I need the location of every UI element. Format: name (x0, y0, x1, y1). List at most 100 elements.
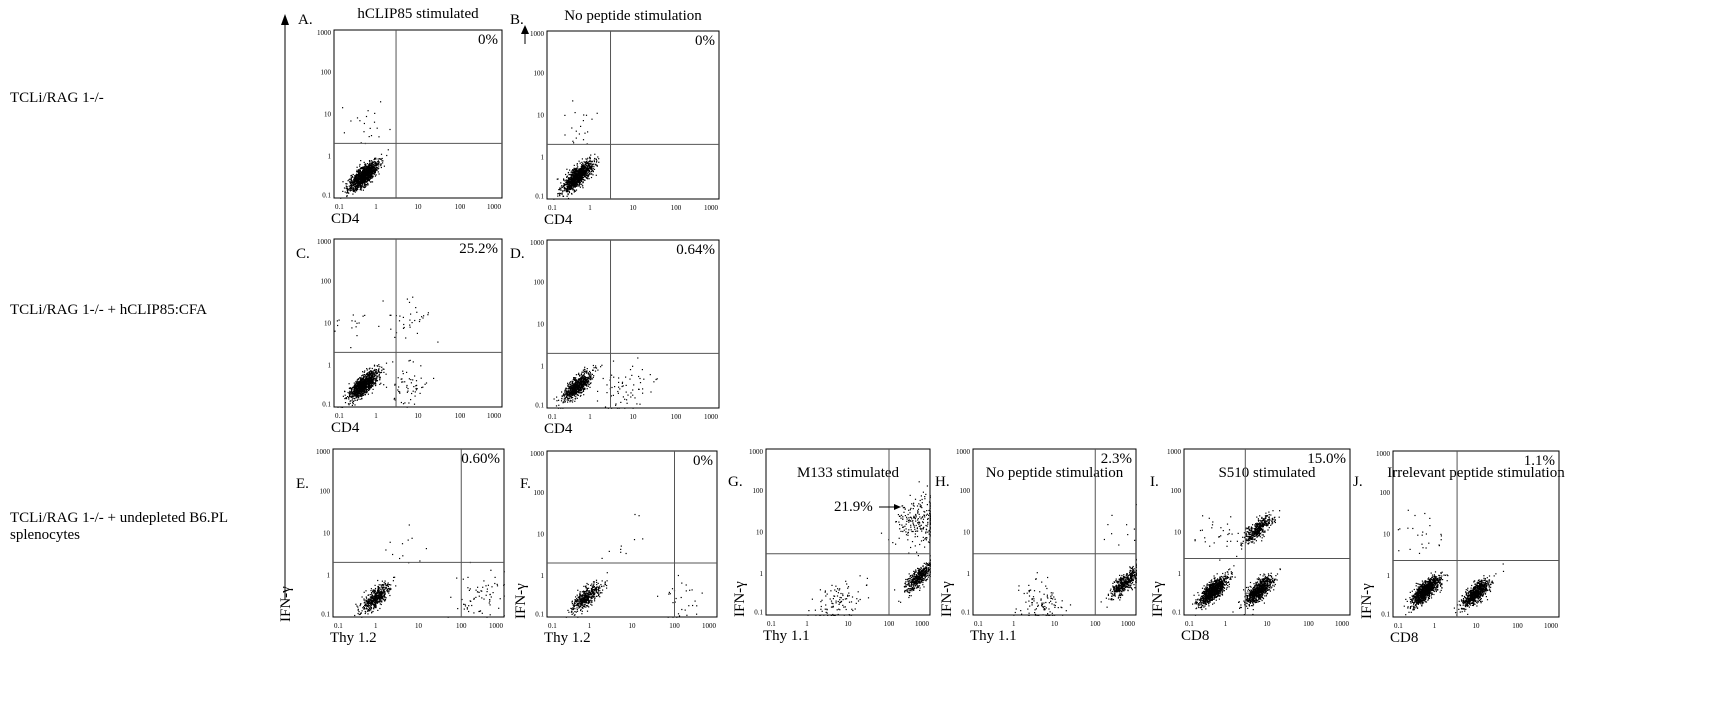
scatter-point (369, 607, 371, 609)
scatter-point (401, 378, 403, 380)
scatter-point (380, 101, 382, 103)
scatter-point (350, 396, 352, 399)
scatter-point (376, 376, 378, 378)
scatter-point (621, 381, 624, 383)
scatter-point (583, 169, 585, 171)
scatter-point (556, 400, 558, 402)
scatter-point (353, 182, 355, 184)
scatter-point (348, 404, 350, 406)
scatter-point (366, 373, 368, 375)
scatter-point (392, 361, 394, 363)
scatter-point (379, 158, 381, 160)
scatter-point (361, 177, 363, 179)
scatter-point (360, 612, 362, 614)
scatter-point (361, 385, 363, 387)
scatter-point (354, 178, 356, 180)
scatter-point (375, 169, 377, 171)
scatter-point (363, 177, 366, 179)
scatter-point (361, 375, 363, 377)
scatter-point (595, 367, 598, 369)
scatter-point (351, 396, 353, 398)
scatter-point (585, 383, 587, 385)
scatter-point (370, 374, 372, 376)
scatter-point (624, 407, 626, 409)
scatter-point (370, 177, 372, 179)
scatter-point (574, 174, 576, 176)
x-tick-label: 0.1 (335, 203, 344, 211)
scatter-point (358, 613, 360, 616)
scatter-point (573, 174, 575, 176)
scatter-point (588, 169, 590, 171)
scatter-point (371, 601, 373, 603)
scatter-point (345, 192, 348, 194)
scatter-point (570, 173, 572, 175)
scatter-point (366, 369, 368, 371)
scatter-point (340, 197, 342, 199)
scatter-point (352, 173, 354, 176)
scatter-point (378, 161, 380, 163)
scatter-point (361, 393, 363, 395)
scatter-point (345, 183, 347, 185)
scatter-point (572, 184, 574, 186)
scatter-point (362, 394, 364, 396)
scatter-point (364, 387, 366, 389)
scatter-point (478, 595, 480, 597)
scatter-point (363, 606, 365, 608)
scatter-point (573, 176, 575, 178)
scatter-point (576, 180, 578, 182)
scatter-point (574, 186, 576, 188)
scatter-point (383, 592, 385, 594)
scatter-point (378, 591, 381, 593)
scatter-point (373, 599, 376, 601)
scatter-point (375, 168, 377, 170)
scatter-point (358, 177, 360, 179)
scatter-point (370, 380, 373, 382)
scatter-point (354, 187, 356, 189)
scatter-point (364, 181, 366, 183)
scatter-point (372, 168, 374, 170)
scatter-point (356, 394, 358, 396)
scatter-point (354, 390, 356, 392)
scatter-point (343, 132, 345, 134)
scatter-point (479, 610, 481, 612)
scatter-point (360, 181, 362, 183)
scatter-point (355, 383, 357, 385)
scatter-point (382, 591, 384, 593)
scatter-point (579, 183, 581, 185)
scatter-point (370, 166, 372, 168)
scatter-point (583, 388, 585, 390)
scatter-point (565, 390, 567, 392)
scatter-point (371, 163, 373, 165)
scatter-point (571, 391, 574, 393)
scatter-point (578, 172, 581, 175)
scatter-point (365, 392, 367, 394)
scatter-point (568, 394, 570, 396)
scatter-point (364, 388, 366, 390)
scatter-point (613, 376, 615, 378)
scatter-point (581, 385, 583, 387)
scatter-point (594, 157, 596, 160)
scatter-point (377, 590, 379, 592)
scatter-point (372, 603, 374, 605)
scatter-point (352, 189, 354, 191)
scatter-point (579, 167, 581, 170)
scatter-point (416, 332, 418, 334)
scatter-point (574, 390, 577, 392)
scatter-point (568, 192, 571, 194)
scatter-point (490, 596, 492, 598)
scatter-point (371, 172, 374, 174)
scatter-point (577, 380, 580, 382)
scatter-point (362, 392, 364, 394)
scatter-point (579, 392, 581, 394)
scatter-point (359, 182, 361, 184)
scatter-point (360, 172, 362, 174)
scatter-point (618, 386, 620, 388)
scatter-point (590, 171, 592, 173)
scatter-point (365, 166, 367, 168)
scatter-point (503, 595, 505, 597)
scatter-point (349, 391, 351, 393)
scatter-point (349, 402, 351, 404)
scatter-point (378, 590, 380, 592)
scatter-point (375, 165, 377, 167)
scatter-point (627, 394, 629, 396)
